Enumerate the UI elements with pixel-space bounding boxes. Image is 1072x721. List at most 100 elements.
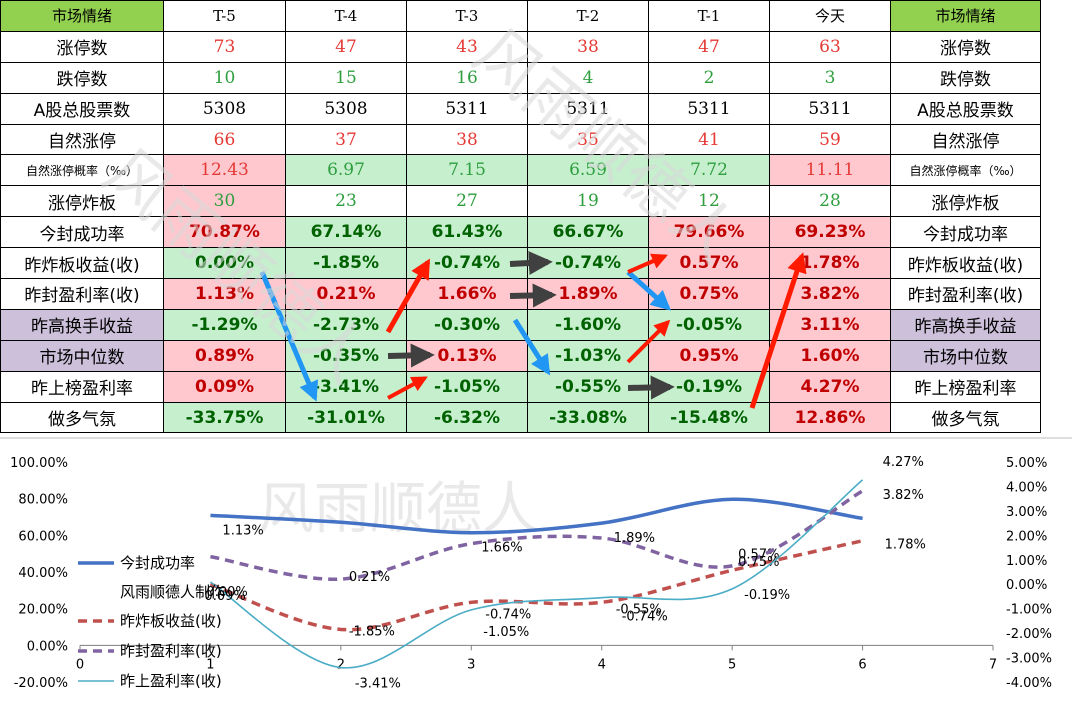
series-line: [210, 497, 863, 535]
table-cell: -0.35%: [285, 339, 407, 372]
row-label: A股总股票数: [0, 92, 164, 125]
header-cell: T-3: [406, 0, 528, 32]
table-cell: 1.78%: [769, 247, 891, 280]
header-cell: T-4: [285, 0, 407, 32]
table-cell: -1.03%: [527, 339, 649, 372]
table-cell: 61.43%: [406, 216, 528, 249]
table-row: 涨停数 73 47 43 38 47 63 涨停数: [0, 30, 1041, 63]
y-right-tick-label: 0.00%: [1006, 578, 1047, 593]
table-cell: -0.55%: [527, 370, 649, 403]
row-label: 昨上榜盈利率: [0, 370, 164, 403]
data-label: 4.27%: [883, 455, 924, 470]
legend-label: 昨封盈利率(收): [120, 642, 222, 660]
row-label-right: 涨停炸板: [890, 185, 1041, 218]
row-label: 做多气氛: [0, 401, 164, 434]
y-left-tick-label: 20.00%: [18, 603, 68, 618]
row-label-right: 自然涨停概率（‰）: [890, 154, 1041, 187]
table-cell: 63: [769, 30, 891, 63]
table-cell: 6.97: [285, 154, 407, 187]
line-chart: 0 1 2 3 4 5 6 7 100.00% 80.00% 60.00% 40.00% 20.00% 0…: [0, 437, 1072, 692]
table-cell: 7.15: [406, 154, 528, 187]
row-label: 自然涨停: [0, 123, 164, 156]
table-cell: -33.08%: [527, 401, 649, 434]
header-cell: 今天: [769, 0, 891, 32]
table-cell: 43: [406, 30, 528, 63]
table-cell: 5311: [769, 92, 891, 125]
sentiment-table: 市场情绪 T-5 T-4 T-3 T-2 T-1 今天 市场情绪 涨停数 73 47 43 38 47 63…: [0, 0, 1041, 434]
y-left-tick-label: 60.00%: [18, 529, 68, 544]
data-label: 1.66%: [481, 541, 522, 556]
series-line: [209, 479, 864, 669]
table-cell: 3.82%: [769, 278, 891, 310]
table-cell: 0.00%: [163, 247, 286, 280]
table-cell: 79.66%: [648, 216, 770, 249]
y-right-tick-label: 4.00%: [1006, 480, 1047, 495]
table-cell: 47: [648, 30, 770, 63]
table-cell: 73: [163, 30, 286, 63]
header-row: 市场情绪 T-5 T-4 T-3 T-2 T-1 今天 市场情绪: [0, 0, 1041, 32]
header-cell: T-5: [163, 0, 286, 32]
table-row: 市场中位数 0.89% -0.35% 0.13% -1.03% 0.95% 1.60% 市场中…: [0, 339, 1041, 372]
table-cell: -1.60%: [527, 308, 649, 341]
table-cell: 11.11: [769, 154, 891, 187]
data-label: -1.85%: [349, 624, 395, 639]
table-cell: 37: [285, 123, 407, 156]
row-label-right: 今封成功率: [890, 216, 1041, 249]
legend-label: 昨上盈利率(收): [120, 672, 222, 690]
legend-label: 风雨顺德人制作: [120, 583, 225, 601]
table-cell: 5311: [406, 92, 528, 125]
y-right-tick-label: 1.00%: [1006, 554, 1047, 569]
data-label: -1.05%: [483, 625, 529, 640]
row-label: 昨封盈利率(收): [0, 278, 164, 310]
x-tick-label: 0: [76, 657, 84, 672]
data-label: -0.55%: [616, 603, 662, 618]
table-cell: -15.48%: [648, 401, 770, 434]
table-row: A股总股票数 5308 5308 5311 5311 5311 5311 A股总股票数: [0, 92, 1041, 125]
table-cell: 4: [527, 61, 649, 94]
table-cell: 5308: [285, 92, 407, 125]
table-cell: 1.89%: [527, 278, 649, 310]
data-label: 0.09%: [204, 589, 245, 604]
data-label: -3.41%: [355, 677, 401, 692]
table-cell: 1.60%: [769, 339, 891, 372]
table-cell: 28: [769, 185, 891, 218]
y-right-tick-label: -4.00%: [1006, 676, 1052, 691]
row-label: 市场中位数: [0, 339, 164, 372]
table-cell: 0.21%: [285, 278, 407, 310]
table-cell: -6.32%: [406, 401, 528, 434]
table-row: 今封成功率 70.87% 67.14% 61.43% 66.67% 79.66% 69.23…: [0, 216, 1041, 249]
table-cell: -0.19%: [648, 370, 770, 403]
data-label: 0.00%: [206, 585, 247, 600]
data-label: -0.74%: [485, 607, 531, 622]
row-label-right: 自然涨停: [890, 123, 1041, 156]
table-cell: 5311: [648, 92, 770, 125]
table-row: 昨炸板收益(收) 0.00% -1.85% -0.74% -0.74% 0.57% 1.78…: [0, 247, 1041, 280]
table-cell: 3.11%: [769, 308, 891, 341]
row-label-right: 市场中位数: [890, 339, 1041, 372]
table-cell: -0.30%: [406, 308, 528, 341]
table-cell: -3.41%: [285, 370, 407, 403]
table-cell: 38: [527, 30, 649, 63]
table-cell: 5308: [163, 92, 286, 125]
table-cell: 70.87%: [163, 216, 286, 249]
row-label: 昨高换手收益: [0, 308, 164, 341]
table-cell: -1.05%: [406, 370, 528, 403]
data-label: 0.21%: [349, 570, 390, 585]
table-cell: 7.72: [648, 154, 770, 187]
table-cell: 66.67%: [527, 216, 649, 249]
legend-label: 昨炸板收益(收): [120, 612, 222, 630]
data-label: -0.74%: [622, 609, 668, 624]
table-row: 跌停数 10 15 16 4 2 3 跌停数: [0, 61, 1041, 94]
y-right-tick-label: -3.00%: [1006, 652, 1052, 667]
data-label: 3.82%: [883, 488, 924, 503]
row-label: 涨停数: [0, 30, 164, 63]
y-right-tick-label: 5.00%: [1006, 456, 1047, 471]
row-label-right: A股总股票数: [890, 92, 1041, 125]
table-cell: 1.13%: [163, 278, 286, 310]
table-cell: 0.89%: [163, 339, 286, 372]
table-cell: -1.29%: [163, 308, 286, 341]
table-row: 昨高换手收益 -1.29% -2.73% -0.30% -1.60% -0.05% 3.11…: [0, 308, 1041, 341]
table-cell: 27: [406, 185, 528, 218]
x-tick-label: 1: [206, 657, 214, 672]
table-cell: 0.75%: [648, 278, 770, 310]
